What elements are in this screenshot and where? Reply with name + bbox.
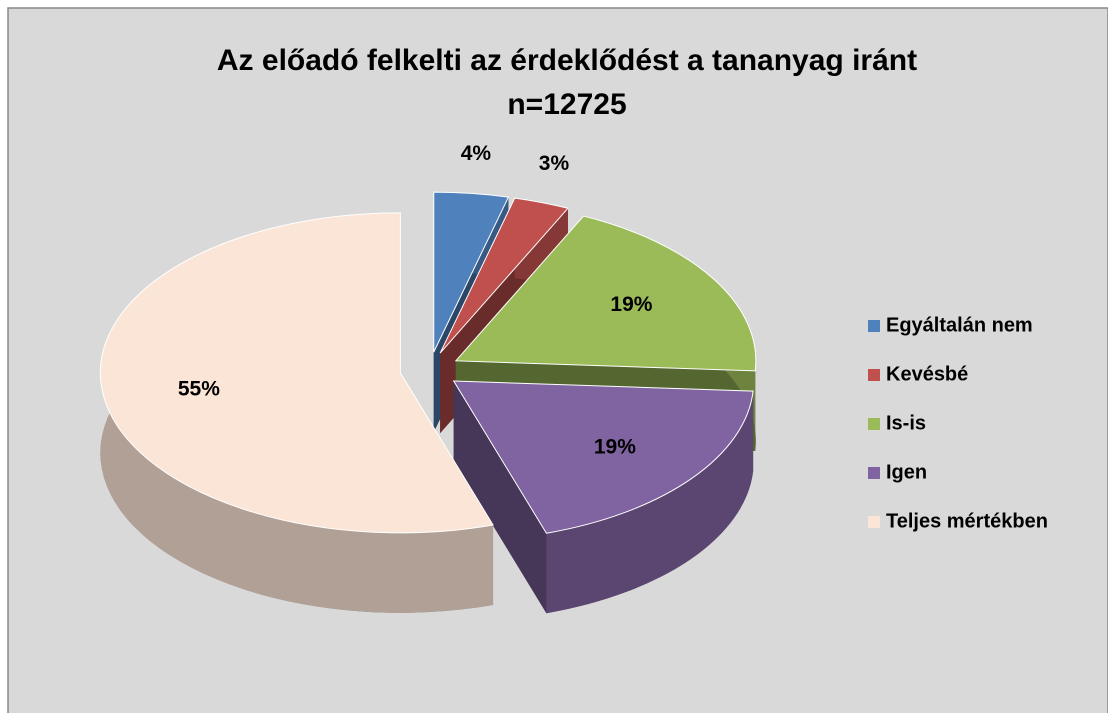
- data-label: 19%: [594, 435, 636, 458]
- data-label: 19%: [610, 293, 652, 316]
- legend-swatch: [868, 467, 880, 479]
- legend-swatch: [868, 516, 880, 528]
- chart-subtitle: n=12725: [507, 88, 626, 121]
- pie-slice: [433, 191, 510, 353]
- pie-slice: [452, 380, 754, 534]
- pie-slice: [99, 212, 494, 534]
- data-label: 3%: [539, 152, 570, 175]
- legend-swatch: [868, 369, 880, 381]
- pie-slice: [454, 215, 757, 372]
- legend-label: Is-is: [886, 412, 926, 434]
- legend-label: Igen: [886, 461, 927, 483]
- legend-label: Kevésbé: [886, 363, 968, 385]
- data-label: 55%: [178, 377, 220, 400]
- legend-swatch: [868, 418, 880, 430]
- pie-slice: [439, 197, 569, 354]
- legend-label: Egyáltalán nem: [886, 314, 1033, 336]
- chart-title: Az előadó felkelti az érdeklődést a tana…: [217, 44, 917, 77]
- legend-label: Teljes mértékben: [886, 510, 1048, 532]
- legend-swatch: [868, 320, 880, 332]
- slice-wall: [453, 381, 547, 614]
- data-label: 4%: [461, 142, 492, 165]
